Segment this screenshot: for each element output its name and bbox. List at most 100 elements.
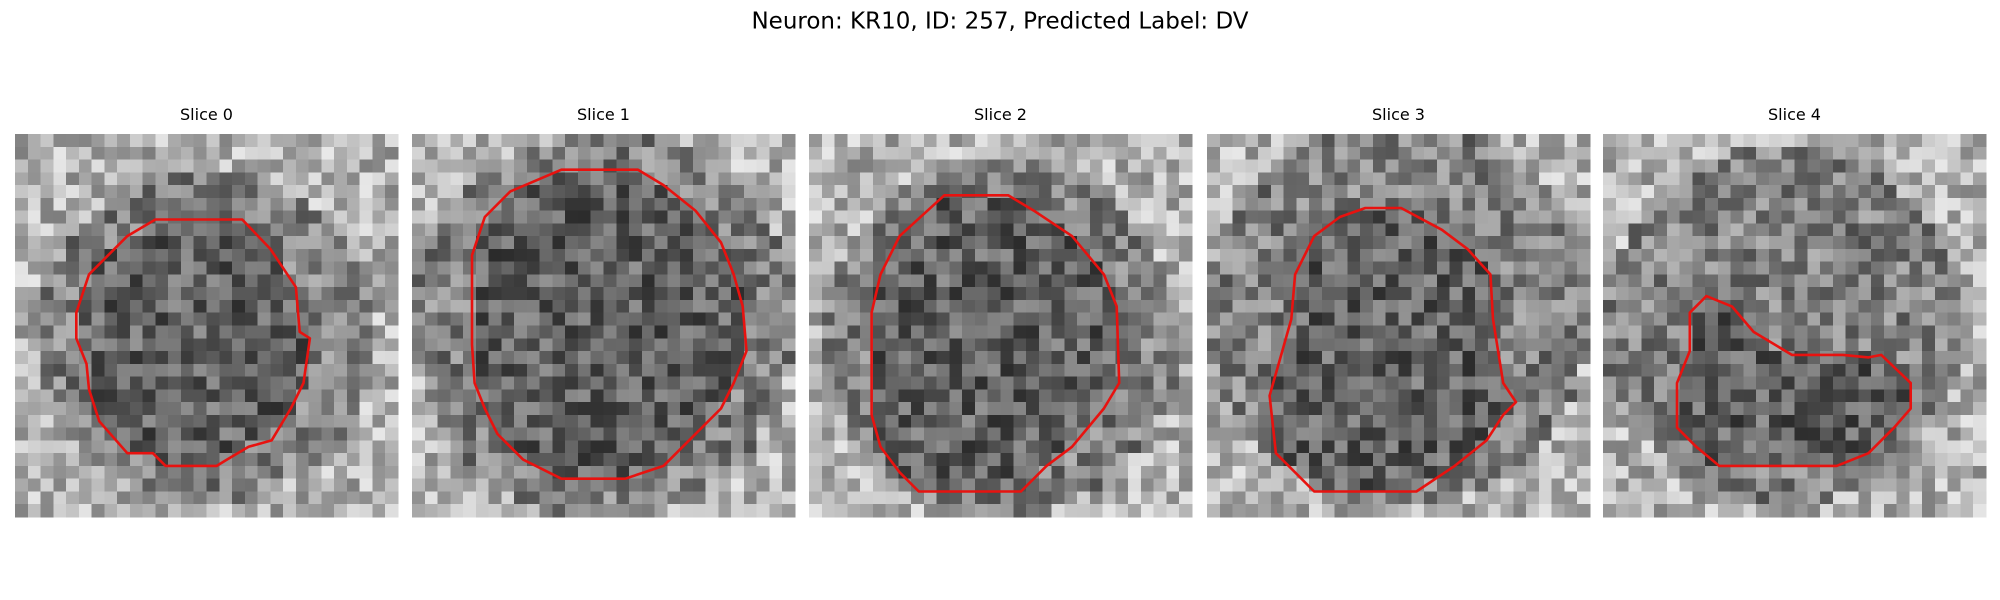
pixel [155,427,169,441]
pixel [923,338,937,352]
pixel [1449,402,1463,416]
pixel [782,402,796,416]
pixel [1153,478,1167,492]
pixel [514,248,528,262]
pixel [718,261,732,275]
pixel [1858,338,1872,352]
pixel [1166,287,1180,301]
pixel [1641,236,1655,250]
pixel [1654,402,1668,416]
pixel [346,465,360,479]
pixel [308,376,322,390]
pixel [923,402,937,416]
pixel [1871,261,1885,275]
pixel [1179,172,1193,186]
pixel [667,223,681,237]
pixel [1794,465,1808,479]
pixel [1883,376,1897,390]
pixel [359,414,373,428]
pixel [1756,236,1770,250]
pixel [629,274,643,288]
pixel [1858,261,1872,275]
pixel [501,146,515,160]
pixel [270,325,284,339]
pixel [155,414,169,428]
pixel [629,478,643,492]
pixel [1475,248,1489,262]
pixel [1283,414,1297,428]
pixel [1947,287,1961,301]
pixel [1628,274,1642,288]
pixel [1628,248,1642,262]
pixel [949,223,963,237]
pixel [769,159,783,173]
pixel [1768,172,1783,186]
pixel [1820,134,1834,148]
pixel [809,427,823,441]
pixel [936,338,950,352]
pixel [1360,453,1374,467]
pixel [1411,236,1425,250]
pixel [1960,236,1974,250]
pixel [1832,236,1846,250]
pixel [1820,248,1834,262]
pixel [334,376,348,390]
pixel [667,338,681,352]
pixel [104,440,118,454]
pixel [1641,134,1655,148]
pixel [565,453,579,467]
pixel [1858,172,1872,186]
pixel [667,376,681,390]
pixel [718,185,732,199]
pixel [654,299,668,314]
pixel [629,491,643,505]
pixel [1436,287,1450,301]
pixel [244,465,258,479]
pixel [565,134,579,148]
pixel [104,274,118,288]
pixel [616,287,630,301]
pixel [936,287,950,301]
pixel [565,299,579,314]
pixel [718,363,732,377]
pixel [232,478,246,492]
pixel [667,414,681,428]
pixel [705,453,719,467]
pixel [949,274,963,288]
pixel [334,465,348,479]
pixel [1768,414,1783,428]
pixel [1883,248,1897,262]
pixel [1551,159,1565,173]
pixel [1270,223,1284,237]
pixel [1820,478,1834,492]
pixel [1140,414,1154,428]
pixel [1922,389,1936,403]
pixel [1334,248,1348,262]
pixel [104,223,118,237]
pixel [1871,504,1885,518]
pixel [1462,172,1476,186]
pixel [1000,414,1014,428]
pixel [40,440,54,454]
pixel [1615,427,1629,441]
pixel [1615,414,1629,428]
pixel [1051,453,1065,467]
pixel [692,236,706,250]
pixel [782,185,796,199]
pixel [1283,478,1297,492]
pixel [1166,312,1180,326]
pixel [463,274,477,288]
pixel [1026,325,1040,339]
pixel [1883,134,1897,148]
pixel [1372,440,1387,454]
pixel [731,427,745,441]
pixel [1449,185,1463,199]
pixel [1140,172,1154,186]
pixel [257,274,271,288]
pixel [1296,274,1310,288]
pixel [1807,172,1821,186]
pixel [27,338,41,352]
pixel [756,172,770,186]
pixel [1538,274,1552,288]
pixel [1743,440,1757,454]
